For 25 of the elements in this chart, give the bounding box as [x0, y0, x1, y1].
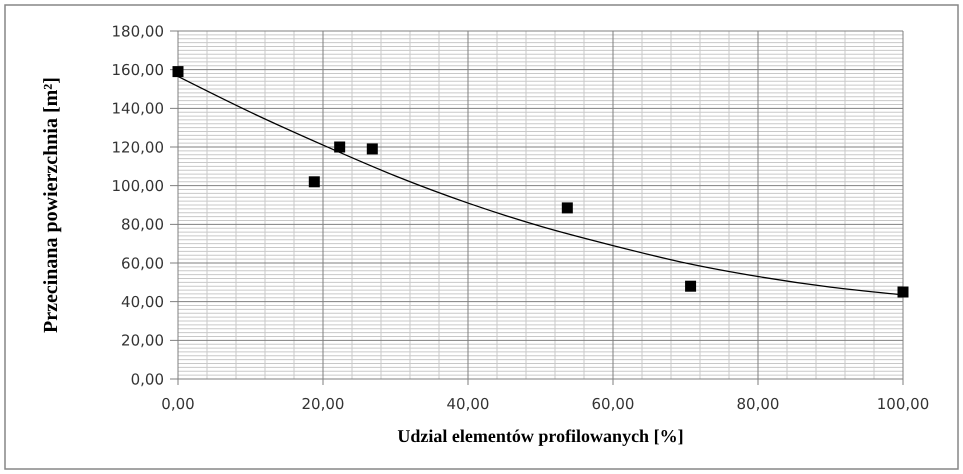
point	[308, 176, 320, 188]
point	[685, 280, 696, 292]
y-tick-label: 120,00	[112, 138, 164, 156]
y-tick-label: 40,00	[121, 292, 164, 311]
y-tick-label: 20,00	[121, 332, 164, 350]
y-tick-label: 100,00	[112, 176, 164, 195]
point	[898, 286, 908, 298]
point	[562, 202, 573, 214]
y-tick-label: 0,00	[130, 370, 164, 388]
x-tick-label: 20,00	[302, 395, 344, 413]
x-tick-label: 100,00	[876, 395, 930, 413]
y-tick-label: 160,00	[112, 60, 164, 79]
x-axis-title: Udzial elementów profilowanych [%]	[397, 426, 684, 446]
x-tick-label: 0,00	[161, 395, 195, 413]
x-tick-label: 40,00	[446, 395, 490, 413]
point	[366, 143, 378, 154]
y-tick-label: 60,00	[121, 254, 164, 272]
y-tick-label: 180,00	[112, 22, 164, 40]
y-tick-label: 80,00	[121, 216, 164, 234]
point	[172, 66, 184, 78]
y-axis-title: Przecinana powierzchnia [m²]	[40, 77, 62, 333]
x-tick-label: 60,00	[592, 395, 634, 413]
point	[334, 142, 346, 152]
y-tick-label: 140,00	[112, 100, 164, 118]
x-tick-label: 80,00	[736, 395, 780, 413]
